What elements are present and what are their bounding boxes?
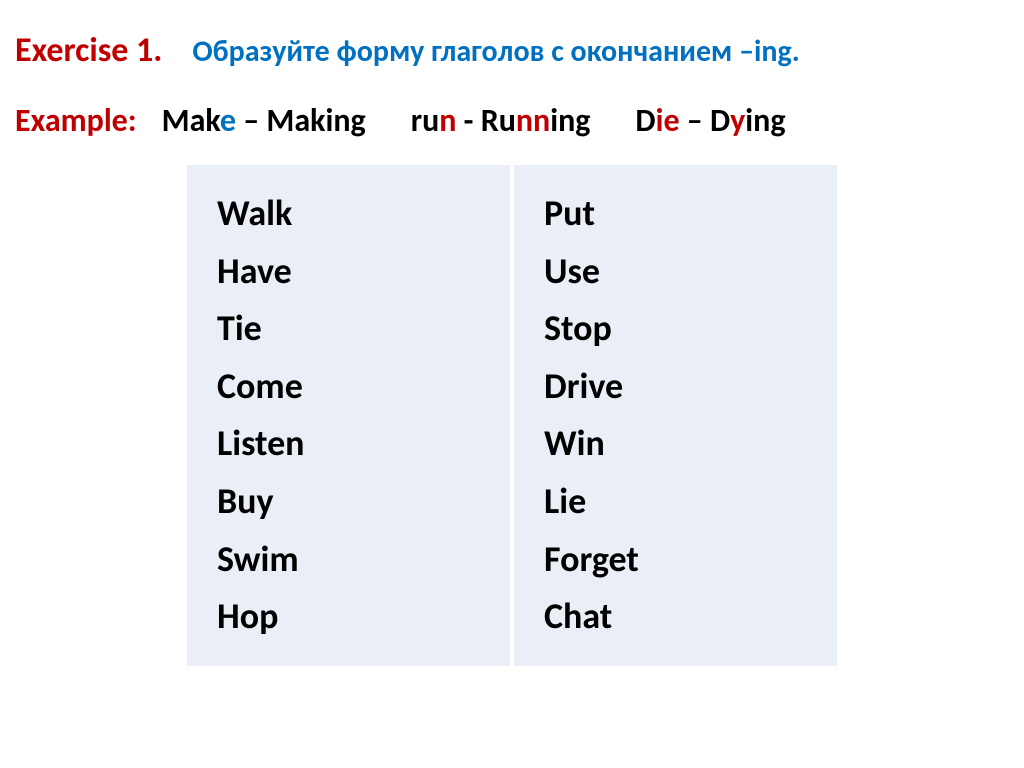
- word-cell: Buy: [217, 473, 480, 531]
- word-column-2: Put Use Stop Drive Win Lie Forget Chat: [510, 165, 837, 666]
- word-cell: Hop: [217, 588, 480, 646]
- word-column-1: Walk Have Tie Come Listen Buy Swim Hop: [187, 165, 510, 666]
- word-cell: Chat: [544, 588, 807, 646]
- word-cell: Come: [217, 358, 480, 416]
- word-cell: Drive: [544, 358, 807, 416]
- word-cell: Put: [544, 185, 807, 243]
- word-cell: Use: [544, 243, 807, 301]
- word-table-wrap: Walk Have Tie Come Listen Buy Swim Hop P…: [15, 165, 1009, 666]
- word-cell: Lie: [544, 473, 807, 531]
- word-table: Walk Have Tie Come Listen Buy Swim Hop P…: [187, 165, 837, 666]
- word-cell: Have: [217, 243, 480, 301]
- example-label: Example:: [15, 101, 137, 140]
- exercise-label: Exercise 1.: [15, 30, 162, 71]
- word-cell: Stop: [544, 300, 807, 358]
- word-cell: Walk: [217, 185, 480, 243]
- exercise-instruction: Образуйте форму глаголов с окончанием –i…: [192, 33, 799, 70]
- example-item-1: Make – Making: [162, 101, 366, 140]
- word-cell: Listen: [217, 415, 480, 473]
- example-item-2: run - Running: [411, 101, 591, 140]
- title-row: Exercise 1. Образуйте форму глаголов с о…: [15, 30, 1009, 71]
- word-cell: Forget: [544, 531, 807, 589]
- example-item-3: Die – Dying: [635, 101, 785, 140]
- word-cell: Win: [544, 415, 807, 473]
- example-row: Example: Make – Making run - Running Die…: [15, 101, 1009, 140]
- word-cell: Swim: [217, 531, 480, 589]
- word-cell: Tie: [217, 300, 480, 358]
